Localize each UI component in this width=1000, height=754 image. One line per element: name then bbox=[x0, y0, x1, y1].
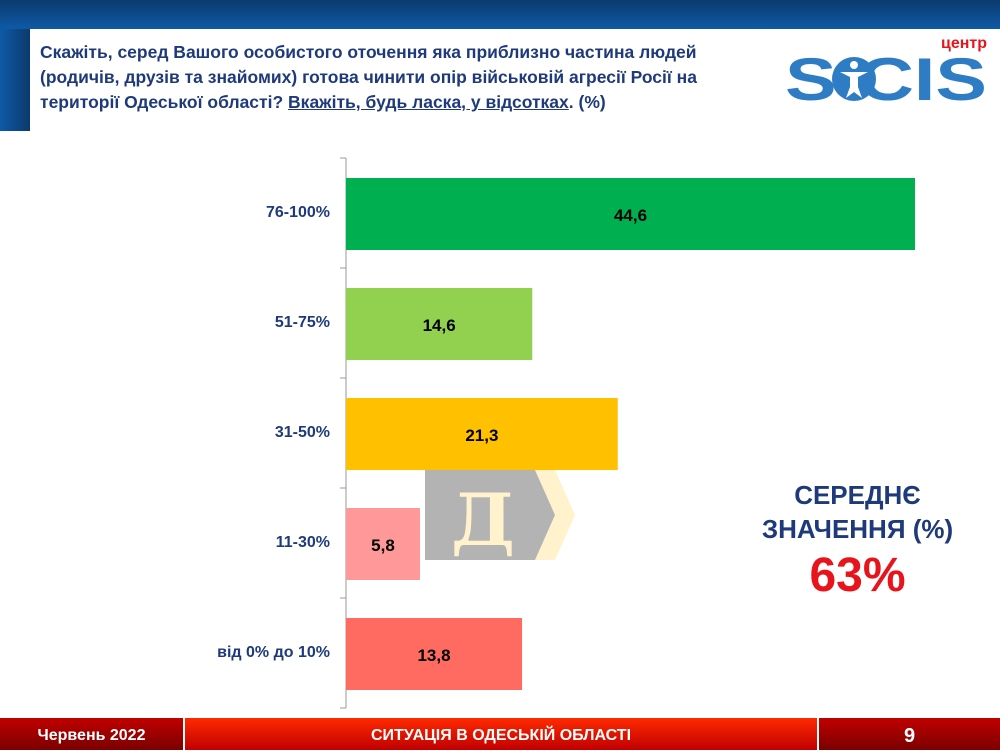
average-label-line1: СЕРЕДНЄ bbox=[794, 480, 921, 510]
category-label: 76-100% bbox=[265, 204, 330, 221]
question-suffix: . (%) bbox=[568, 92, 606, 112]
bar bbox=[346, 398, 618, 470]
bar-value-label: 13,8 bbox=[417, 646, 450, 665]
bar bbox=[346, 508, 420, 580]
svg-text:S CIS: S CIS bbox=[785, 46, 987, 107]
average-panel: СЕРЕДНЄ ЗНАЧЕННЯ (%) 63% bbox=[740, 478, 975, 606]
bar-value-label: 21,3 bbox=[465, 426, 498, 445]
average-label-line2: ЗНАЧЕННЯ (%) bbox=[761, 514, 954, 544]
footer-section: СИТУАЦІЯ В ОДЕСЬКІЙ ОБЛАСТІ bbox=[185, 718, 817, 750]
bar-value-label: 14,6 bbox=[423, 316, 456, 335]
bar bbox=[346, 618, 523, 690]
question-text: Скажіть, серед Вашого особистого оточенн… bbox=[40, 42, 697, 112]
question-title: Скажіть, серед Вашого особистого оточенн… bbox=[40, 40, 780, 115]
svg-text:центр: центр bbox=[941, 35, 987, 52]
category-label: від 0% до 10% bbox=[217, 644, 330, 661]
left-banner bbox=[0, 29, 30, 131]
top-banner bbox=[0, 0, 1000, 29]
question-instruction: Вкажіть, будь ласка, у відсотках bbox=[288, 92, 569, 112]
footer-page-number: 9 bbox=[819, 718, 1000, 750]
socis-logo: центр S CIS bbox=[785, 35, 987, 107]
footer-date: Червень 2022 bbox=[0, 718, 183, 750]
bar-value-label: 5,8 bbox=[371, 536, 395, 555]
category-label: 51-75% bbox=[274, 314, 330, 331]
bar bbox=[346, 178, 915, 250]
footer: Червень 2022 СИТУАЦІЯ В ОДЕСЬКІЙ ОБЛАСТІ… bbox=[0, 718, 1000, 750]
watermark-logo: Д bbox=[425, 470, 575, 562]
average-value: 63% bbox=[809, 549, 906, 602]
svg-text:Д: Д bbox=[451, 477, 515, 562]
bar-value-label: 44,6 bbox=[614, 206, 647, 225]
bar bbox=[346, 288, 533, 360]
category-label: 31-50% bbox=[274, 424, 330, 441]
category-label: 11-30% bbox=[275, 534, 330, 551]
